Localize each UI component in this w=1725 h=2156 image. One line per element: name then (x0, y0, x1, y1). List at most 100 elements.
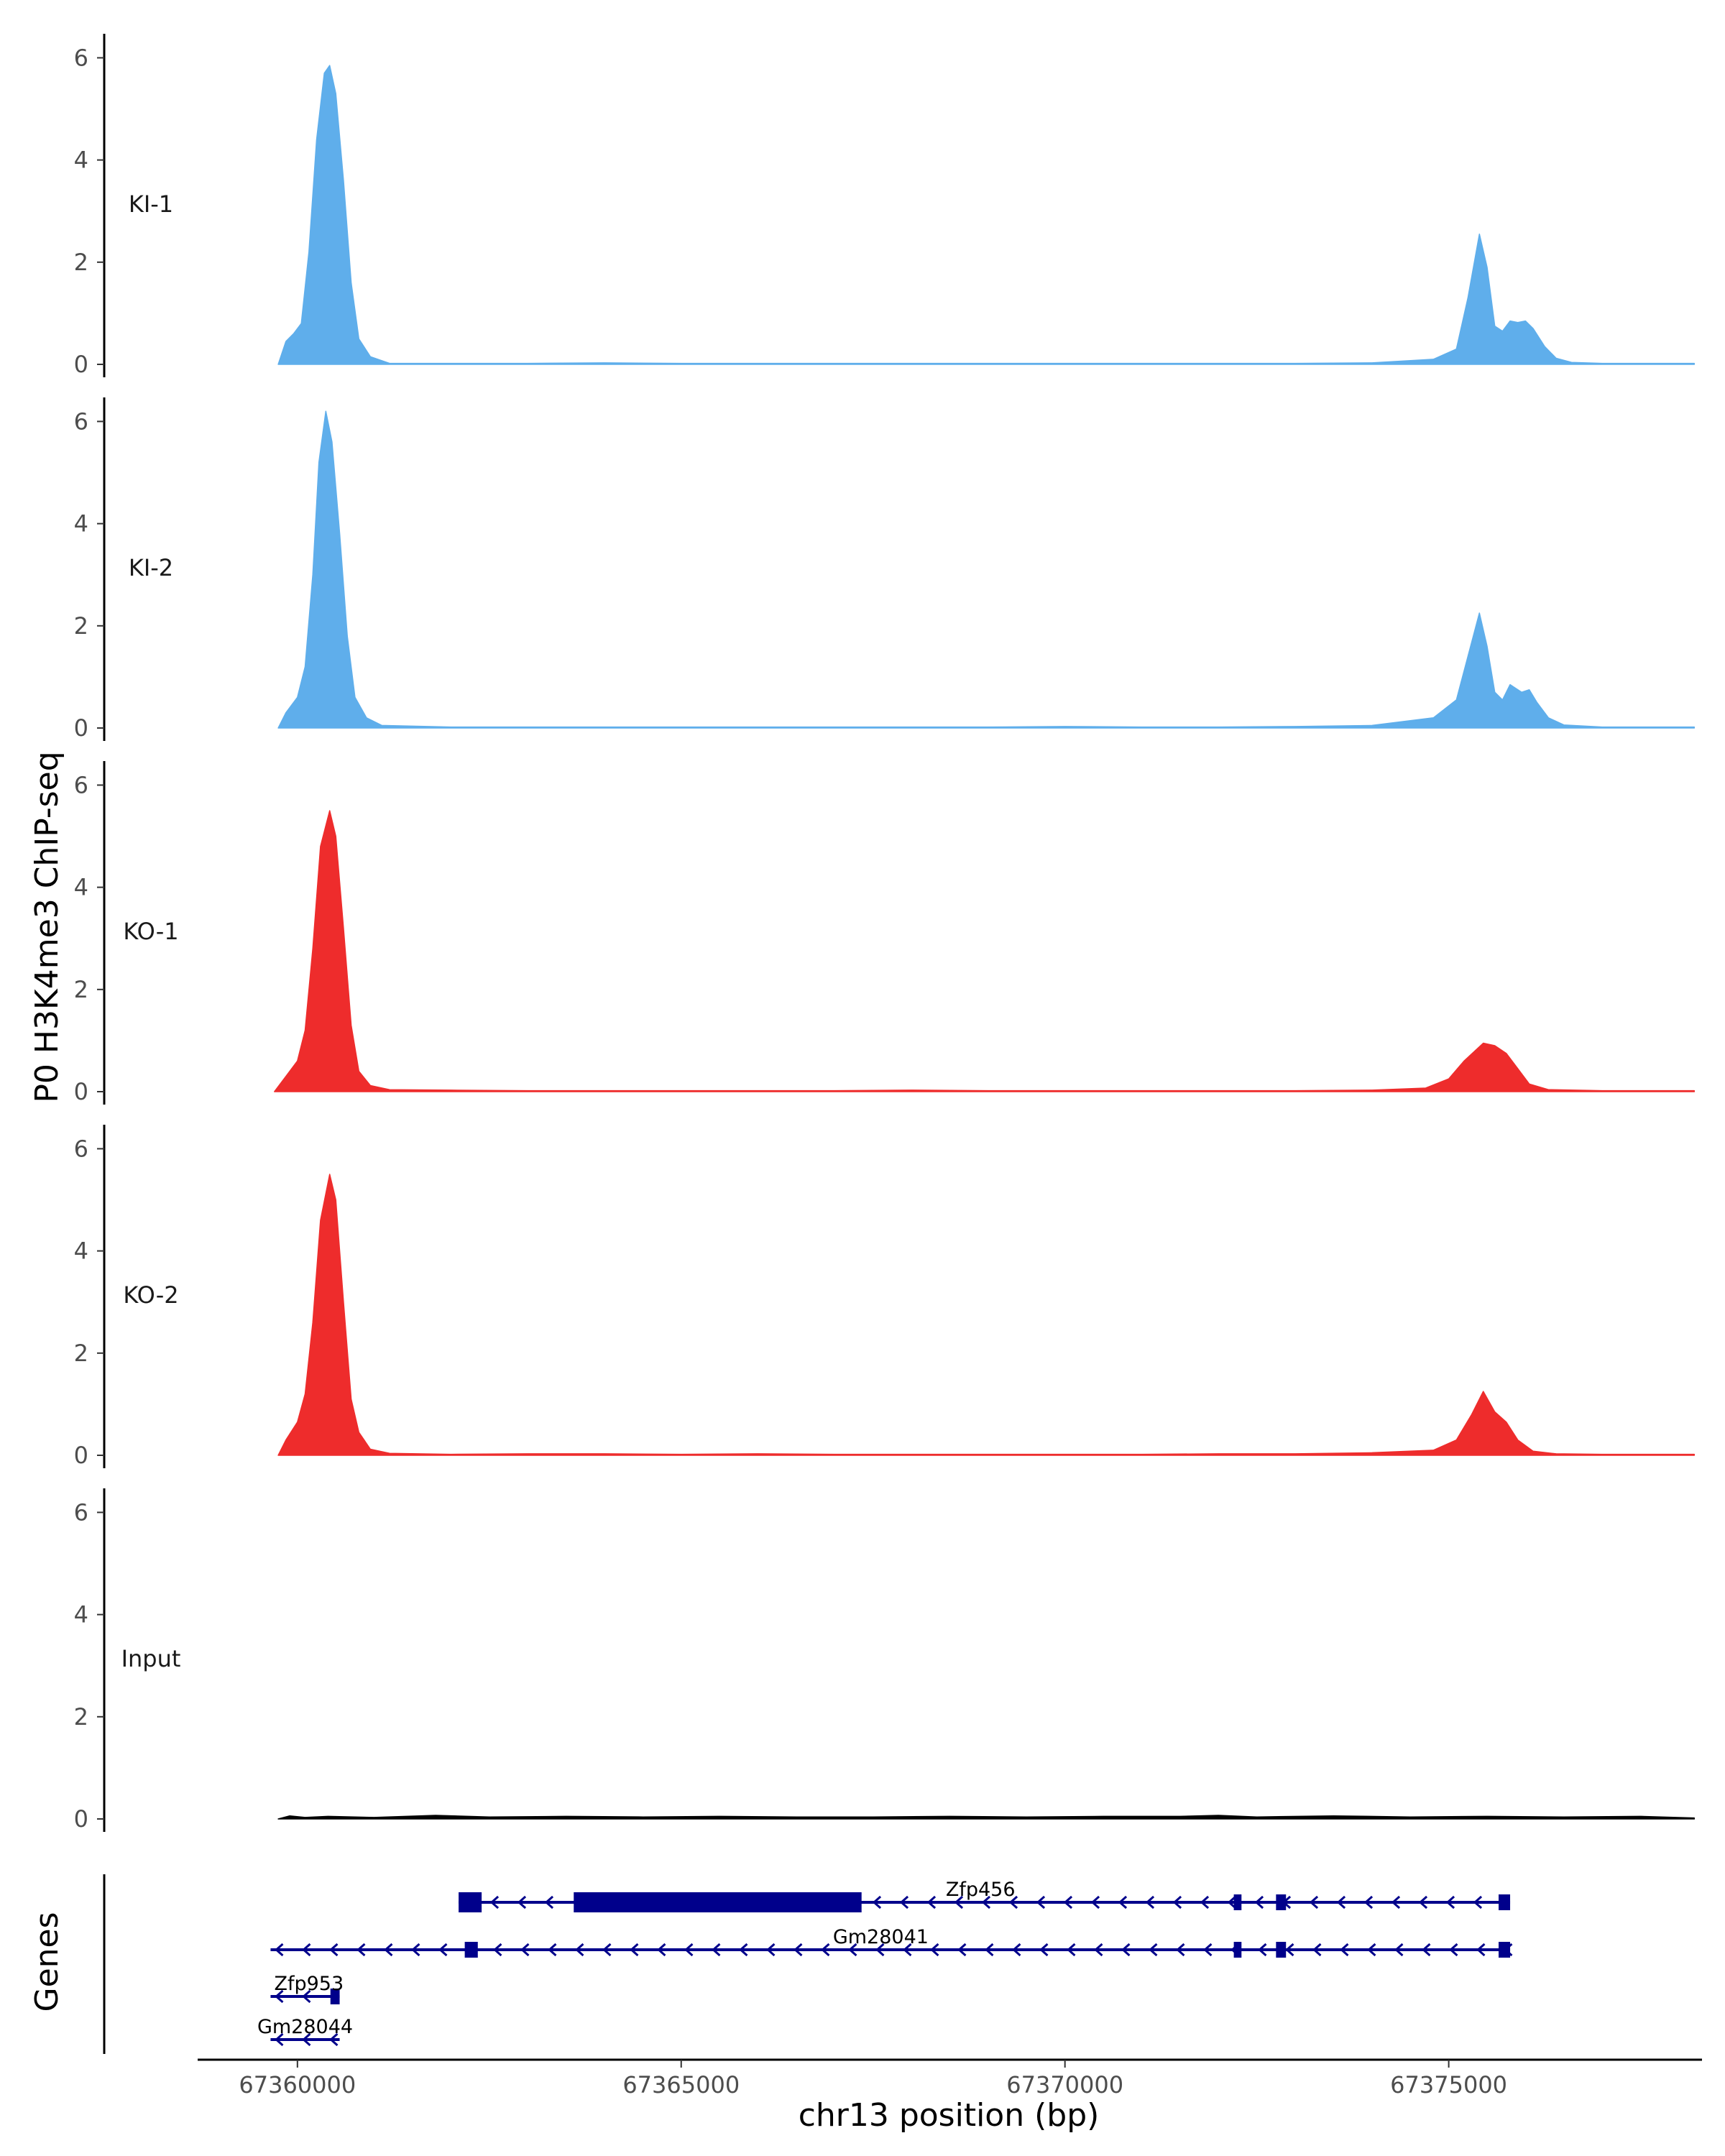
strand-arrow-icon (630, 1943, 639, 1957)
gene-annotation-track: Zfp456 Gm28041 Zfp953 Gm28044 (103, 1874, 1513, 2054)
y-tick-label: 2 (74, 976, 88, 1003)
exon-block (459, 1892, 482, 1912)
strand-arrow-icon (1391, 1895, 1401, 1909)
strand-arrow-icon (1336, 1895, 1346, 1909)
strand-arrow-icon (1176, 1943, 1185, 1957)
strand-arrow-icon (821, 1943, 830, 1957)
signal-area (277, 1174, 1696, 1456)
gene-zfp953: Zfp953 (270, 1973, 344, 2004)
strand-arrow-icon (954, 1895, 964, 1909)
strand-arrow-icon (794, 1943, 803, 1957)
strand-arrow-icon (1363, 1895, 1374, 1909)
strand-arrow-icon (1312, 1943, 1322, 1957)
exon-block (1233, 1894, 1242, 1910)
strand-arrow-icon (275, 2032, 284, 2047)
exon-block (1499, 1894, 1511, 1910)
strand-arrow-icon (1449, 1943, 1458, 1957)
strand-arrow-icon (1145, 1895, 1155, 1909)
strand-arrow-icon (899, 1895, 909, 1909)
strand-arrow-icon (766, 1943, 776, 1957)
track-label: KO-2 (123, 1281, 178, 1309)
strand-arrow-icon (329, 2032, 339, 2047)
exon-block (1233, 1942, 1242, 1958)
strand-arrow-icon (520, 1943, 530, 1957)
gene-label: Gm28044 (257, 2016, 353, 2038)
y-tick-label: 4 (74, 147, 88, 174)
signal-area (274, 810, 1696, 1092)
strand-arrow-icon (1118, 1895, 1128, 1909)
exon-block (574, 1892, 862, 1912)
strand-arrow-icon (302, 1989, 311, 2004)
y-tick-label: 0 (74, 1805, 88, 1833)
track-label: KO-1 (123, 918, 178, 945)
strand-arrow-icon (1039, 1943, 1049, 1957)
strand-arrow-icon (930, 1943, 939, 1957)
x-axis-title: chr13 position (bp) (799, 2097, 1100, 2134)
track-label: KI-2 (129, 554, 173, 581)
y-tick-label: 6 (74, 407, 88, 435)
strand-arrow-icon (1254, 1895, 1264, 1909)
exon-block (464, 1942, 478, 1958)
signal-area (277, 1815, 1696, 1820)
strand-arrow-icon (329, 1943, 339, 1957)
gene-label: Zfp456 (946, 1879, 1016, 1901)
y-tick-label: 2 (74, 249, 88, 276)
strand-arrow-icon (1008, 1895, 1018, 1909)
strand-arrow-icon (712, 1943, 721, 1957)
y-tick-label: 6 (74, 1498, 88, 1526)
x-tick-label: 67370000 (1006, 2071, 1123, 2099)
strand-arrow-icon (411, 1943, 420, 1957)
strand-arrow-icon (1418, 1895, 1428, 1909)
track-label: Input (121, 1645, 181, 1672)
strand-arrow-icon (1473, 1895, 1483, 1909)
strand-arrow-icon (302, 2032, 311, 2047)
exon-block (1276, 1894, 1287, 1910)
strand-arrow-icon (1067, 1943, 1076, 1957)
strand-arrow-icon (1203, 1943, 1213, 1957)
exon-block (1276, 1942, 1287, 1958)
strand-arrow-icon (739, 1943, 748, 1957)
strand-arrow-icon (1149, 1943, 1158, 1957)
genes-axis-title: Genes (29, 1912, 65, 2012)
track-label: KI-1 (129, 190, 173, 218)
strand-arrow-icon (872, 1895, 882, 1909)
strand-arrow-icon (602, 1943, 612, 1957)
x-tick-label: 67360000 (239, 2071, 356, 2099)
strand-arrow-icon (575, 1943, 584, 1957)
strand-arrow-icon (1258, 1943, 1267, 1957)
strand-arrow-icon (1285, 1943, 1294, 1957)
strand-arrow-icon (1090, 1895, 1100, 1909)
strand-arrow-icon (1012, 1943, 1021, 1957)
strand-arrow-icon (875, 1943, 885, 1957)
strand-arrow-icon (684, 1943, 694, 1957)
y-tick-label: 4 (74, 1238, 88, 1265)
track-ko-2: 0 2 4 6 KO-2 (74, 1125, 1696, 1469)
gene-zfp456: Zfp456 (459, 1879, 1511, 1912)
strand-arrow-icon (1367, 1943, 1376, 1957)
strand-arrow-icon (1227, 1895, 1237, 1909)
x-axis: 67360000 67365000 67370000 67375000 (198, 2058, 1702, 2099)
strand-arrow-icon (548, 1943, 557, 1957)
strand-arrow-icon (1340, 1943, 1349, 1957)
y-tick-label: 0 (74, 714, 88, 742)
gene-label: Zfp953 (274, 1973, 344, 1995)
strand-arrow-icon (981, 1895, 991, 1909)
strand-arrow-icon (356, 1943, 366, 1957)
strand-arrow-icon (1394, 1943, 1404, 1957)
strand-arrow-icon (489, 1895, 500, 1909)
track-input: 0 2 4 6 Input (74, 1488, 1696, 1833)
track-ki-1: 0 2 4 6 KI-1 (74, 34, 1696, 378)
y-tick-label: 6 (74, 44, 88, 71)
y-tick-label: 2 (74, 612, 88, 640)
strand-arrow-icon (985, 1943, 994, 1957)
y-tick-label: 0 (74, 1078, 88, 1105)
signal-area (277, 410, 1696, 729)
strand-arrow-icon (1121, 1943, 1131, 1957)
y-tick-label: 4 (74, 510, 88, 538)
strand-arrow-icon (544, 1895, 554, 1909)
strand-arrow-icon (1094, 1943, 1103, 1957)
exon-block (330, 1989, 340, 2004)
strand-arrow-icon (275, 1943, 284, 1957)
y-tick-label: 0 (74, 351, 88, 378)
